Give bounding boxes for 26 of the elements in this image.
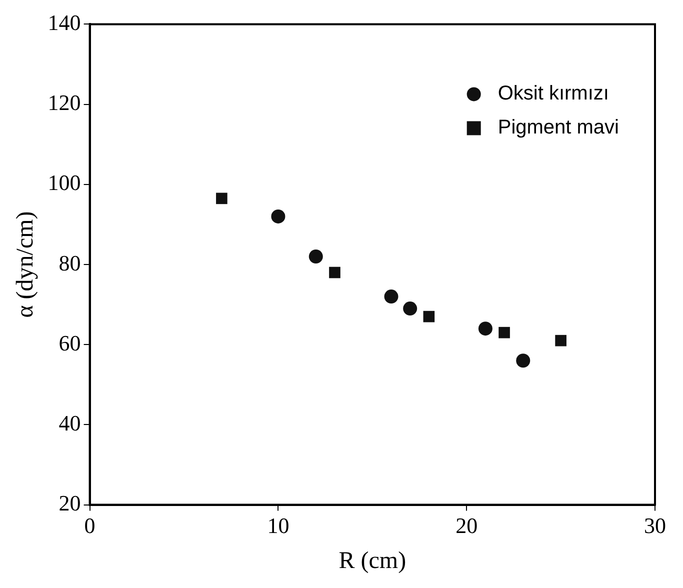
point — [403, 302, 418, 316]
point — [516, 354, 530, 368]
point — [498, 326, 510, 338]
x-axis-title: R (cm) — [338, 548, 406, 574]
legend-label: Pigment mavi — [498, 116, 620, 139]
point — [384, 290, 398, 304]
point — [271, 209, 286, 224]
legend-label: Oksit kırmızı — [498, 82, 609, 105]
y-tick-label: 60 — [58, 330, 81, 356]
y-axis-title: α (dyn/cm) — [12, 211, 39, 318]
y-tick-label: 80 — [58, 250, 81, 276]
y-tick-label: 120 — [48, 90, 81, 116]
y-tick-label: 20 — [58, 490, 81, 516]
y-tick-label: 140 — [48, 10, 81, 35]
point — [555, 334, 566, 346]
x-tick-label: 20 — [456, 512, 478, 538]
point — [329, 266, 340, 278]
point — [308, 249, 323, 264]
y-tick-label: 40 — [58, 410, 81, 436]
x-tick-label: 0 — [84, 512, 96, 538]
x-tick-label: 30 — [644, 512, 666, 538]
point — [216, 192, 228, 204]
point — [478, 322, 492, 336]
point — [423, 310, 435, 322]
y-tick-label: 100 — [48, 170, 81, 196]
x-tick-label: 10 — [267, 512, 290, 538]
